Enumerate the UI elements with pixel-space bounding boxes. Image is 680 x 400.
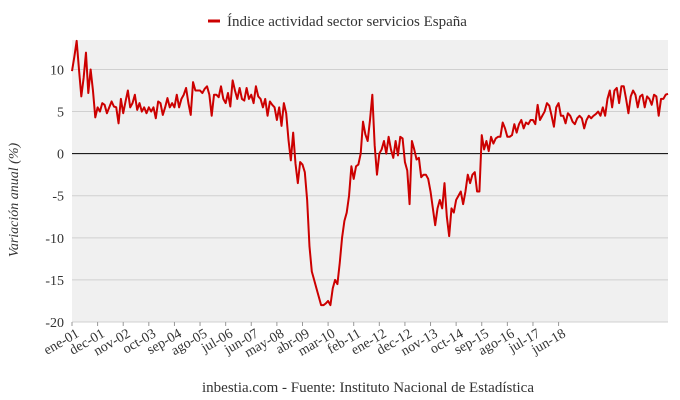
y-tick-label: -15 (45, 274, 64, 289)
plot-area (72, 40, 668, 322)
y-tick-label: -20 (45, 316, 64, 331)
y-tick-label: 10 (50, 63, 64, 78)
y-tick-label: 5 (57, 106, 64, 121)
series-line (71, 39, 669, 307)
y-tick-label: -5 (52, 190, 64, 205)
legend-label: Índice actividad sector servicios España (227, 13, 467, 30)
y-tick-label: 0 (57, 148, 64, 163)
legend: Índice actividad sector servicios España (208, 13, 467, 30)
source-caption: inbestia.com - Fuente: Instituto Naciona… (202, 380, 534, 396)
y-axis-title: Variación anual (%) (7, 143, 22, 258)
y-tick-label: -10 (45, 232, 64, 247)
series-layer (71, 39, 669, 307)
